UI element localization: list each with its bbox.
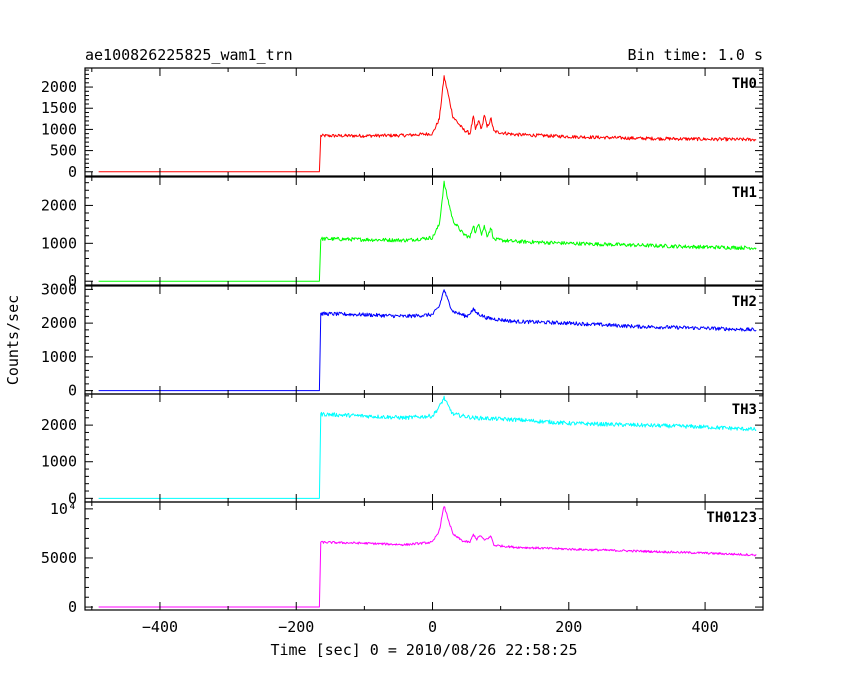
panel-th3: 0 1000 2000 TH3 <box>41 393 764 507</box>
x-tick-label: 0 <box>428 618 437 636</box>
panel-label: TH0 <box>732 76 757 92</box>
panel-frame <box>84 501 764 611</box>
y-tick-label: 3000 <box>41 280 77 298</box>
y-tick-label: 0 <box>68 272 77 290</box>
panel-frame <box>84 176 764 286</box>
y-tick-label: 1000 <box>41 348 77 366</box>
panel-label: TH2 <box>732 294 757 310</box>
panel-frame <box>84 67 764 177</box>
y-tick-label: 2000 <box>41 416 77 434</box>
x-axis-title: Time [sec] 0 = 2010/08/26 22:58:25 <box>270 641 577 659</box>
x-axis: −400 −200 0 200 400 <box>142 618 719 636</box>
panel-label: TH3 <box>732 402 757 418</box>
series-line-th0123 <box>98 506 757 608</box>
y-tick-label: 0 <box>68 598 77 616</box>
y-tick-label: 2000 <box>41 78 77 96</box>
series-line-th0 <box>98 75 757 173</box>
y-tick-label: 10⁴ <box>50 500 77 518</box>
y-tick-label: 0 <box>68 382 77 400</box>
y-tick-label: 1000 <box>41 120 77 138</box>
panel-th2: 0 1000 2000 3000 TH2 <box>41 280 764 400</box>
panel-th0123: 0 5000 10⁴ TH0123 <box>41 500 764 616</box>
series-line-th3 <box>98 395 757 499</box>
y-tick-label: 1000 <box>41 234 77 252</box>
panel-frame <box>84 285 764 395</box>
y-axis-title: Counts/sec <box>4 295 22 385</box>
series-line-th2 <box>98 289 757 392</box>
panel-label: TH1 <box>732 185 757 201</box>
panels-group: 0 500 1000 1500 2000 TH0 0 1000 2000 TH1 0 1000 2000… <box>41 67 764 616</box>
chart-title: ae100826225825_wam1_trn <box>85 46 293 64</box>
y-tick-label: 0 <box>68 163 77 181</box>
panel-th1: 0 1000 2000 TH1 <box>41 176 764 290</box>
series-line-th1 <box>98 180 757 282</box>
y-tick-label: 2000 <box>41 314 77 332</box>
y-tick-label: 500 <box>50 142 77 160</box>
y-tick-label: 1500 <box>41 99 77 117</box>
panel-th0: 0 500 1000 1500 2000 TH0 <box>41 67 764 181</box>
y-tick-label: 0 <box>68 489 77 507</box>
bin-time-label: Bin time: 1.0 s <box>628 46 763 64</box>
y-tick-label: 5000 <box>41 549 77 567</box>
panel-label: TH0123 <box>706 510 757 526</box>
x-tick-label: −200 <box>278 618 314 636</box>
y-tick-label: 2000 <box>41 196 77 214</box>
x-tick-label: −400 <box>142 618 178 636</box>
x-tick-label: 400 <box>692 618 719 636</box>
x-tick-label: 200 <box>555 618 582 636</box>
panel-frame <box>84 393 764 503</box>
y-tick-label: 1000 <box>41 453 77 471</box>
